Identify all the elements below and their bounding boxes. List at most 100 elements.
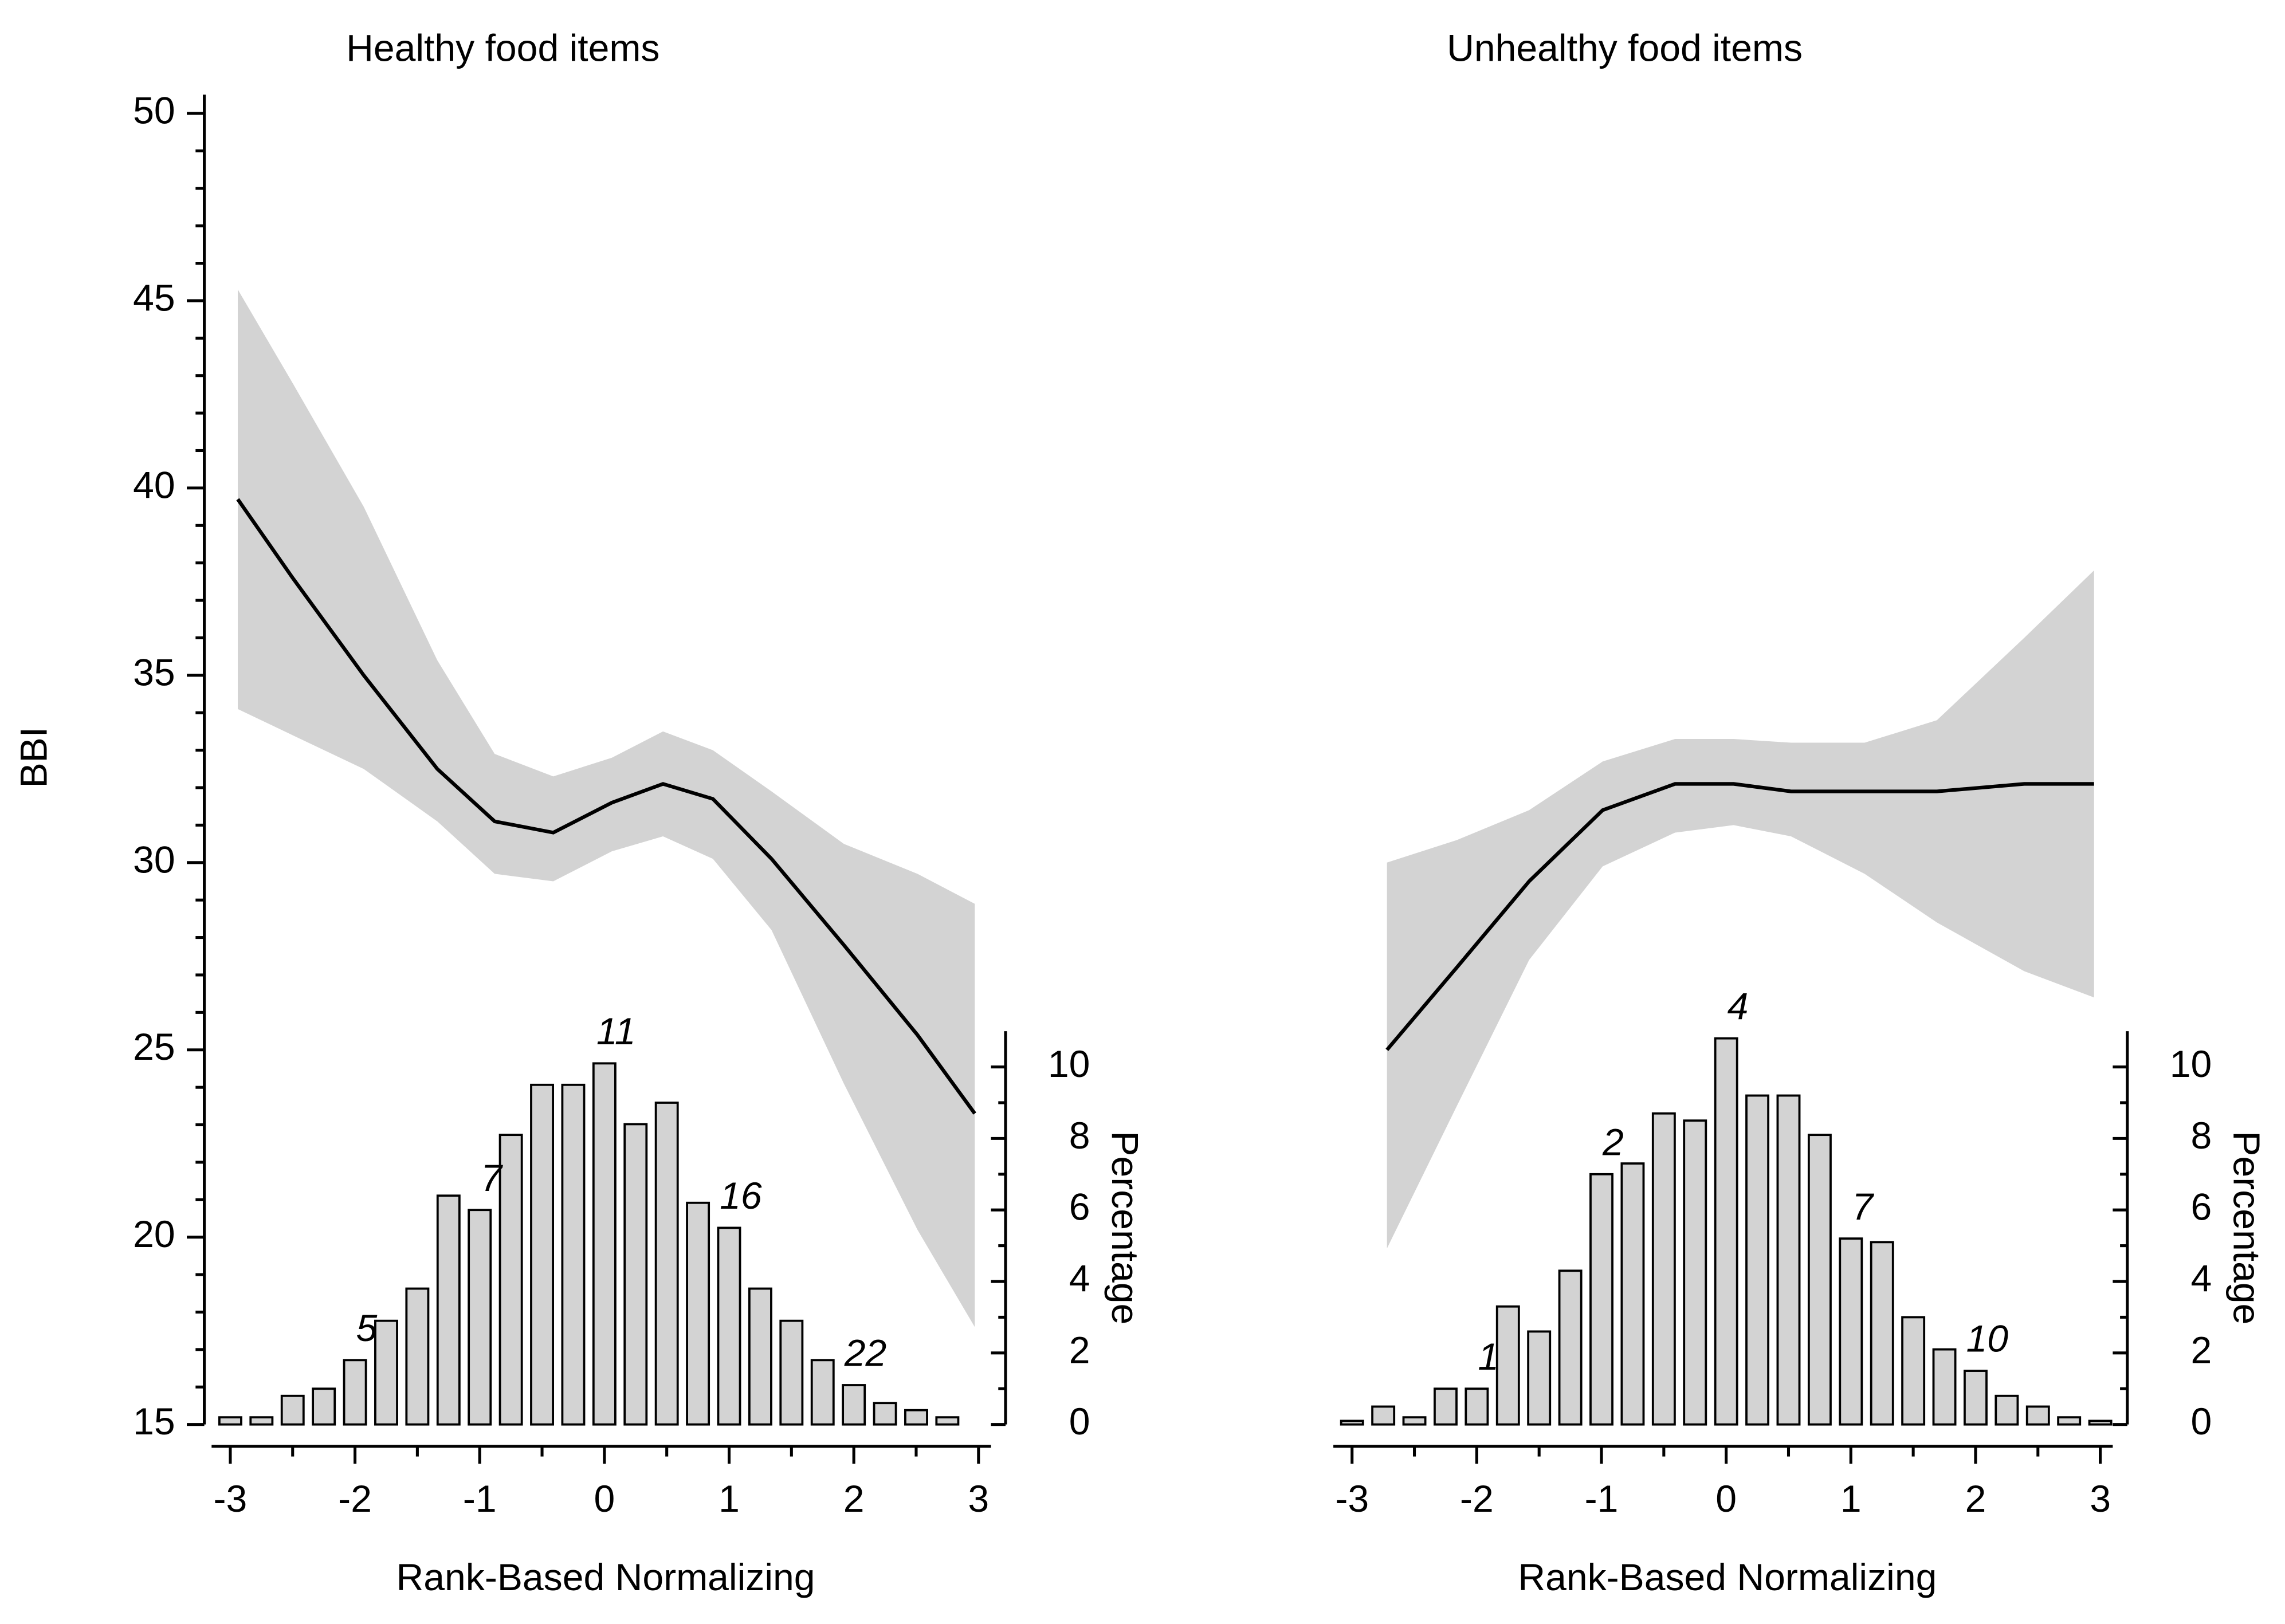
y2-tick-label: 2 (1069, 1329, 1090, 1371)
histogram-bar (717, 1226, 741, 1426)
histogram-bar (343, 1359, 367, 1426)
y-tick-label: 30 (133, 839, 175, 881)
histogram-bar (405, 1287, 430, 1426)
histogram-bar (1964, 1370, 1988, 1426)
fit-line (236, 498, 976, 1115)
annotation: 10 (1966, 1318, 2009, 1360)
histogram-bar (1932, 1348, 1957, 1426)
annotation: 11 (596, 1010, 636, 1053)
histogram-bar (1527, 1330, 1552, 1426)
histogram-bar (1901, 1316, 1926, 1426)
histogram-bar (1620, 1162, 1645, 1426)
histogram-bar (623, 1123, 648, 1426)
y-tick-label: 45 (133, 277, 175, 319)
histogram-bar (374, 1319, 398, 1426)
histogram-bar (1995, 1394, 2019, 1426)
y2-tick-label: 6 (2191, 1186, 2212, 1229)
histogram-bar (2025, 1405, 2050, 1426)
y-tick-label: 50 (133, 89, 175, 132)
y2-tick-label: 10 (2170, 1043, 2212, 1086)
annotation: 7 (1852, 1186, 1874, 1228)
histogram-bar (779, 1319, 804, 1426)
y-tick-label: 25 (133, 1026, 175, 1068)
histogram-bar (686, 1201, 710, 1426)
histogram-bar (1870, 1241, 1894, 1426)
histogram-bar (1839, 1237, 1863, 1426)
histogram-bar (1434, 1387, 1458, 1426)
histogram-bar (468, 1209, 492, 1426)
histogram-bar (218, 1416, 242, 1426)
y-tick-label: 40 (133, 464, 175, 506)
x-tick-label: 1 (1840, 1478, 1862, 1520)
confidence-band (1387, 570, 2094, 1249)
y2-axis-label: Percentage (1104, 1131, 1146, 1324)
x-tick-label: -3 (214, 1478, 248, 1520)
histogram-bar (592, 1062, 617, 1426)
annotation: 5 (356, 1307, 378, 1350)
y-tick-label: 15 (133, 1401, 175, 1443)
y2-tick-label: 10 (1048, 1043, 1090, 1086)
histogram-bar (1745, 1094, 1770, 1426)
y-tick-label: 20 (133, 1213, 175, 1256)
histogram-bar (436, 1194, 461, 1426)
histogram-bar (498, 1134, 523, 1426)
y2-tick-label: 0 (2191, 1401, 2212, 1443)
x-tick-label: 3 (968, 1478, 989, 1520)
annotation: 16 (720, 1175, 762, 1217)
histogram-bar (904, 1409, 928, 1426)
histogram-bar (935, 1416, 960, 1426)
y2-tick-label: 4 (1069, 1257, 1090, 1300)
histogram-bar (2088, 1419, 2113, 1426)
histogram-bar (1589, 1173, 1613, 1426)
panel-title: Healthy food items (346, 27, 659, 69)
histogram-bar (561, 1083, 586, 1426)
histogram-bar (842, 1384, 866, 1426)
annotation: 22 (844, 1332, 887, 1375)
annotation: 2 (1602, 1121, 1624, 1163)
histogram-bar (1683, 1119, 1707, 1426)
x-tick-label: 2 (1965, 1478, 1986, 1520)
x-tick-label: -3 (1335, 1478, 1369, 1520)
histogram-bar (873, 1402, 897, 1426)
x-tick-label: 0 (594, 1478, 615, 1520)
histogram-bar (280, 1394, 305, 1426)
histogram-bar (530, 1083, 554, 1426)
x-tick-label: 2 (843, 1478, 865, 1520)
panel-title: Unhealthy food items (1447, 27, 1803, 69)
y2-axis-label: Percentage (2225, 1131, 2268, 1324)
histogram-bar (249, 1416, 274, 1426)
x-tick-label: 3 (2090, 1478, 2111, 1520)
y2-tick-label: 8 (1069, 1115, 1090, 1157)
histogram-bar (312, 1387, 336, 1426)
histogram-bar (1558, 1269, 1583, 1426)
y2-tick-label: 6 (1069, 1186, 1090, 1229)
histogram-bar (1495, 1305, 1520, 1426)
x-tick-label: -2 (338, 1478, 372, 1520)
y-axis-label: BBI (13, 727, 56, 788)
y2-tick-label: 4 (2191, 1257, 2212, 1300)
fit-line (1385, 782, 2094, 1051)
histogram-bar (1776, 1094, 1801, 1426)
histogram-bar (654, 1102, 679, 1426)
annotation: 7 (481, 1157, 503, 1200)
histogram-bar (1402, 1416, 1427, 1426)
histogram-bar (1807, 1134, 1832, 1426)
x-tick-label: -1 (1585, 1478, 1619, 1520)
histogram-bar (810, 1359, 835, 1426)
x-tick-label: -1 (463, 1478, 497, 1520)
y2-tick-label: 8 (2191, 1115, 2212, 1157)
x-tick-label: 1 (719, 1478, 740, 1520)
x-axis-label: Rank-Based Normalizing (1518, 1556, 1937, 1599)
y2-tick-label: 2 (2191, 1329, 2212, 1371)
histogram-bar (1651, 1112, 1676, 1426)
histogram-bar (2057, 1416, 2082, 1426)
y-tick-label: 35 (133, 651, 175, 694)
y2-tick-label: 0 (1069, 1401, 1090, 1443)
histogram-bar (1465, 1387, 1489, 1426)
annotation: 1 (1478, 1336, 1499, 1378)
histogram-bar (1340, 1419, 1364, 1426)
x-axis-label: Rank-Based Normalizing (396, 1556, 815, 1599)
histogram-bar (1714, 1037, 1738, 1426)
x-tick-label: 0 (1715, 1478, 1737, 1520)
